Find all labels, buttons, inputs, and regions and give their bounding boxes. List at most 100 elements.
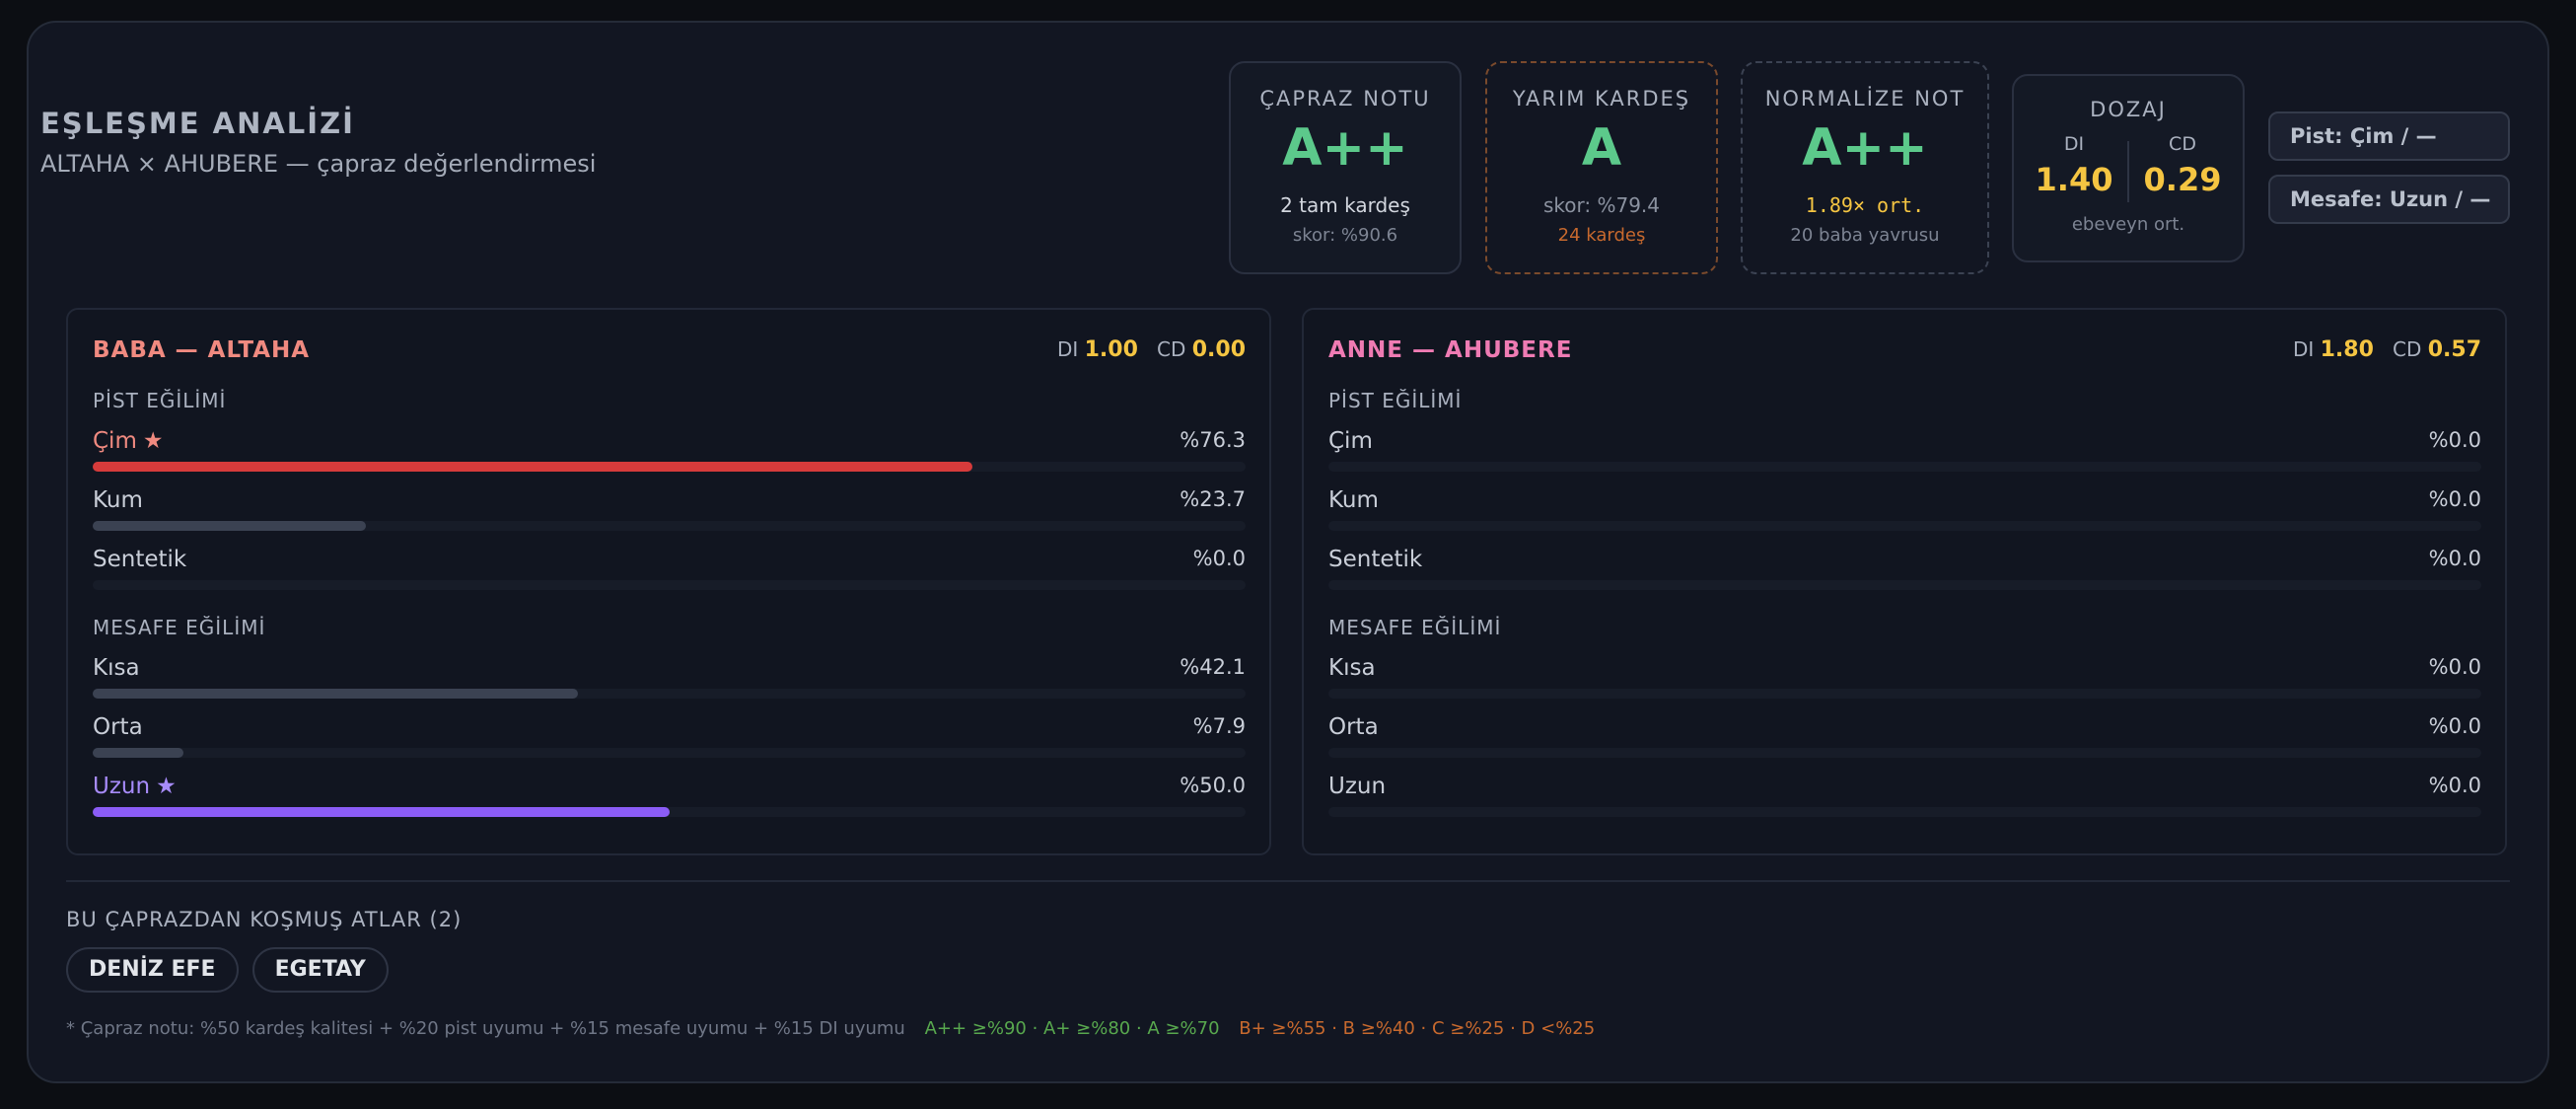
sire-panel: BABA — ALTAHA DI 1.00 CD 0.00 PİST EĞİLİ… xyxy=(66,308,1271,855)
horse-chip[interactable]: DENİZ EFE xyxy=(66,947,239,993)
dam-surface-title: PİST EĞİLİMİ xyxy=(1328,389,1463,412)
sire-title: BABA — ALTAHA xyxy=(93,337,311,363)
sire-surface-bar-fill xyxy=(93,521,367,531)
dam-distance-percent: %0.0 xyxy=(2428,655,2481,679)
cross-grade-label: ÇAPRAZ NOTU xyxy=(1259,87,1431,111)
dam-surface-name: Kum xyxy=(1328,487,1379,513)
sire-distance-percent: %7.9 xyxy=(1192,714,1246,738)
header: EŞLEŞME ANALİZİ ALTAHA × AHUBERE — çapra… xyxy=(40,107,596,178)
sire-surface-name: Kum xyxy=(93,487,143,513)
sire-surface-bar-track xyxy=(93,521,1246,531)
dam-title: ANNE — AHUBERE xyxy=(1328,337,1573,363)
dam-surface-percent: %0.0 xyxy=(2428,487,2481,511)
distance-filter-chip[interactable]: Mesafe: Uzun / — xyxy=(2268,175,2510,224)
sire-surface-label: Kum xyxy=(93,487,143,513)
dam-surface-label: Kum xyxy=(1328,487,1379,513)
dam-dosage: DI 1.80 CD 0.57 xyxy=(2293,337,2481,362)
sire-distance-bar-fill xyxy=(93,748,184,758)
half-sibling-count: 24 kardeş xyxy=(1557,225,1646,246)
sire-cd-value: 0.00 xyxy=(1191,337,1246,362)
sire-surface-percent: %76.3 xyxy=(1180,428,1246,452)
dosage-label: DOZAJ xyxy=(2090,98,2167,121)
dam-distance-bar-track xyxy=(1328,748,2481,758)
dam-distance-name: Orta xyxy=(1328,714,1379,740)
sire-distance-bar-track xyxy=(93,748,1246,758)
footnote-good-grades: A++ ≥%90 · A+ ≥%80 · A ≥%70 xyxy=(924,1018,1220,1039)
sire-surface-percent: %0.0 xyxy=(1192,547,1246,570)
sire-surface-label: Sentetik xyxy=(93,547,187,572)
sire-distance-bar-fill xyxy=(93,689,579,699)
sire-distance-bar-track xyxy=(93,807,1246,817)
dam-distance-title: MESAFE EĞİLİMİ xyxy=(1328,616,1502,639)
cross-grade-card: ÇAPRAZ NOTU A++ 2 tam kardeş skor: %90.6 xyxy=(1229,61,1462,274)
dosage-cd: CD 0.29 xyxy=(2129,133,2236,202)
dam-cd-label: CD xyxy=(2392,337,2422,361)
dam-surface-row: Sentetik %0.0 xyxy=(1328,547,2481,590)
cross-grade-siblings: 2 tam kardeş xyxy=(1280,193,1410,217)
dam-di-label: DI xyxy=(2292,337,2315,361)
dam-distance-row: Uzun %0.0 xyxy=(1328,774,2481,817)
normalized-offspring: 20 baba yavrusu xyxy=(1790,225,1940,246)
sire-dosage: DI 1.00 CD 0.00 xyxy=(1057,337,1246,362)
dam-surface-row: Çim %0.0 xyxy=(1328,428,2481,472)
dosage-di: DI 1.40 xyxy=(2021,133,2127,202)
star-icon: ★ xyxy=(156,774,177,799)
half-sibling-label: YARIM KARDEŞ xyxy=(1512,87,1691,111)
dam-distance-label: Uzun xyxy=(1328,774,1387,799)
half-sibling-card: YARIM KARDEŞ A skor: %79.4 24 kardeş xyxy=(1485,61,1718,274)
dam-distance-label: Kısa xyxy=(1328,655,1376,681)
dam-distance-bar-track xyxy=(1328,807,2481,817)
dam-surface-name: Sentetik xyxy=(1328,547,1422,572)
footnote: * Çapraz notu: %50 kardeş kalitesi + %20… xyxy=(66,1018,1595,1039)
dam-panel: ANNE — AHUBERE DI 1.80 CD 0.57 PİST EĞİL… xyxy=(1302,308,2507,855)
cross-grade-value: A++ xyxy=(1282,118,1408,178)
sire-distance-percent: %42.1 xyxy=(1180,655,1246,679)
sire-surface-title: PİST EĞİLİMİ xyxy=(93,389,227,412)
dam-surface-bar-track xyxy=(1328,580,2481,590)
dam-surface-bar-track xyxy=(1328,462,2481,472)
dam-distance-percent: %0.0 xyxy=(2428,774,2481,797)
sire-surface-name: Çim ★ xyxy=(93,428,163,454)
sire-distance-name: Kısa xyxy=(93,655,140,681)
dosage-footer: ebeveyn ort. xyxy=(2071,214,2185,235)
horses-list: DENİZ EFE EGETAY xyxy=(66,947,389,993)
half-sibling-score: skor: %79.4 xyxy=(1542,193,1661,217)
sire-distance-name: Uzun ★ xyxy=(93,774,177,799)
dosage-cd-value: 0.29 xyxy=(2143,161,2222,198)
section-divider xyxy=(66,880,2510,882)
dam-distance-bar-track xyxy=(1328,689,2481,699)
sire-surface-bar-fill xyxy=(93,462,972,472)
sire-surface-bar-track xyxy=(93,462,1246,472)
dam-distance-label: Orta xyxy=(1328,714,1379,740)
sire-distance-row: Uzun ★ %50.0 xyxy=(93,774,1246,817)
surface-filter-chip[interactable]: Pist: Çim / — xyxy=(2268,111,2510,161)
normalized-grade-label: NORMALİZE NOT xyxy=(1764,87,1966,111)
page-title: EŞLEŞME ANALİZİ xyxy=(40,107,355,140)
horse-chip[interactable]: EGETAY xyxy=(251,947,389,993)
sire-surface-row: Çim ★ %76.3 xyxy=(93,428,1246,472)
dosage-di-value: 1.40 xyxy=(2035,161,2113,198)
dam-di-value: 1.80 xyxy=(2320,337,2374,362)
dosage-separator xyxy=(2127,141,2129,202)
normalized-grade-card: NORMALİZE NOT A++ 1.89× ort. 20 baba yav… xyxy=(1741,61,1989,274)
sire-surface-row: Kum %23.7 xyxy=(93,487,1246,531)
dam-distance-row: Orta %0.0 xyxy=(1328,714,2481,758)
sire-distance-label: Orta xyxy=(93,714,143,740)
dosage-di-label: DI xyxy=(2063,133,2085,155)
normalized-ratio: 1.89× ort. xyxy=(1805,193,1925,217)
sire-distance-row: Orta %7.9 xyxy=(93,714,1246,758)
sire-distance-name: Orta xyxy=(93,714,143,740)
sire-cd-label: CD xyxy=(1156,337,1186,361)
footnote-low-grades: B+ ≥%55 · B ≥%40 · C ≥%25 · D <%25 xyxy=(1239,1018,1596,1039)
dam-surface-name: Çim xyxy=(1328,428,1373,454)
dam-surface-percent: %0.0 xyxy=(2428,547,2481,570)
sire-distance-label: Kısa xyxy=(93,655,140,681)
dam-distance-name: Uzun xyxy=(1328,774,1386,799)
sire-distance-row: Kısa %42.1 xyxy=(93,655,1246,699)
dam-distance-row: Kısa %0.0 xyxy=(1328,655,2481,699)
normalized-grade-value: A++ xyxy=(1802,118,1928,178)
dam-surface-bar-track xyxy=(1328,521,2481,531)
sire-surface-name: Sentetik xyxy=(93,547,186,572)
sire-distance-title: MESAFE EĞİLİMİ xyxy=(93,616,266,639)
cross-grade-score: skor: %90.6 xyxy=(1292,225,1398,246)
